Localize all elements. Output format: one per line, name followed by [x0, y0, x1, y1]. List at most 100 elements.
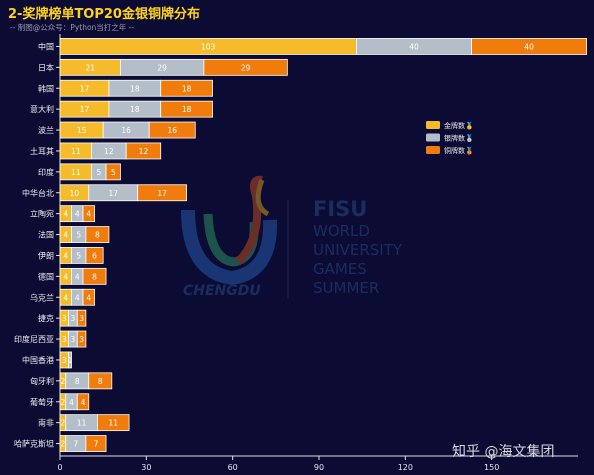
y-tick-label: 匈牙利	[30, 376, 54, 386]
y-tick-label: 印度尼西亚	[14, 334, 54, 344]
bar-value-label: 21	[85, 63, 95, 72]
bar-value-label: 8	[98, 377, 103, 386]
bar-segment	[76, 309, 87, 327]
bar-value-label: 17	[157, 189, 167, 198]
bar-value-label: 15	[77, 126, 87, 135]
bar-value-label: 29	[157, 63, 167, 72]
bar-segment	[85, 226, 110, 243]
bar-value-label: 17	[80, 84, 90, 93]
bar-value-label: 18	[130, 84, 140, 93]
watermark-fisu: FISU	[313, 197, 367, 221]
chart-subtitle: -- 制图@公众号：Python当打之年 --	[10, 23, 135, 32]
y-tick-label: 中国香港	[22, 355, 54, 365]
bar-segment	[88, 372, 113, 390]
y-tick-label: 立陶宛	[30, 209, 54, 219]
bar-value-label: 3	[71, 335, 76, 344]
bar-value-label: 5	[76, 251, 81, 260]
y-tick-label: 葡萄牙	[30, 397, 54, 407]
bar-value-label: 3	[62, 335, 67, 344]
y-tick-label: 法国	[38, 230, 54, 240]
bar-segment	[76, 393, 90, 411]
watermark-line-0: WORLD	[313, 222, 370, 240]
bar-segment	[125, 142, 162, 160]
bar-value-label: 18	[130, 105, 140, 114]
x-tick-label: 120	[398, 463, 413, 472]
bar-value-label: 2	[60, 419, 65, 428]
y-tick-label: 韩国	[38, 83, 54, 93]
bar-segment	[82, 205, 95, 223]
legend-label[interactable]: 铜牌数🥉	[444, 146, 474, 155]
bar-value-label: 40	[524, 42, 534, 51]
bar-value-label: 11	[71, 147, 81, 156]
bar-segment	[85, 435, 107, 452]
bar-value-label: 40	[409, 42, 419, 51]
bar-value-label: 4	[63, 272, 68, 281]
bar-segment	[85, 247, 104, 264]
legend-label[interactable]: 银牌数🥈	[444, 134, 474, 143]
bar-value-label: 4	[69, 398, 74, 407]
bar-value-label: 29	[241, 63, 251, 72]
bar-value-label: 4	[86, 210, 91, 219]
bar-value-label: 6	[92, 251, 97, 260]
universiade-watermark: CHENGDU FISU WORLD UNIVERSITY GAMES SUMM…	[181, 175, 403, 299]
bar-value-label: 5	[76, 231, 81, 240]
y-tick-label: 中国	[38, 41, 54, 51]
bar-segment	[160, 79, 213, 97]
y-tick-label: 中华台北	[22, 188, 54, 198]
bar-value-label: 1	[68, 356, 73, 365]
bar-value-label: 3	[79, 314, 84, 323]
bar-value-label: 2	[60, 398, 65, 407]
bar-value-label: 4	[75, 293, 80, 302]
bar-value-label: 4	[75, 272, 80, 281]
bar-value-label: 8	[75, 377, 80, 386]
y-tick-label: 波兰	[38, 125, 54, 135]
bar-value-label: 5	[111, 168, 116, 177]
bar-segment	[82, 288, 95, 306]
y-tick-label: 捷克	[38, 313, 54, 323]
x-tick-label: 150	[484, 463, 499, 472]
bar-value-label: 4	[63, 251, 68, 260]
y-tick-label: 意大利	[30, 104, 54, 114]
bar-segment	[68, 351, 72, 369]
y-tick-label: 哈萨克斯坦	[14, 439, 54, 449]
chart-title: 2-奖牌榜单TOP20金银铜牌分布	[8, 7, 200, 22]
watermark-line-1: UNIVERSITY	[313, 241, 403, 259]
bar-value-label: 10	[70, 189, 80, 198]
bar-value-label: 17	[80, 105, 90, 114]
bar-value-label: 2	[60, 440, 65, 449]
y-tick-label: 印度	[38, 167, 54, 177]
bar-value-label: 4	[81, 398, 86, 407]
bar-value-label: 17	[108, 189, 118, 198]
legend-swatch[interactable]	[426, 146, 440, 154]
bar-segment	[160, 100, 213, 118]
bar-segment	[105, 163, 121, 181]
bar-segment	[148, 121, 196, 139]
x-tick-label: 60	[228, 463, 238, 472]
watermark-city: CHENGDU	[183, 283, 261, 299]
bar-value-label: 8	[95, 231, 100, 240]
bar-value-label: 3	[71, 314, 76, 323]
y-tick-label: 日本	[38, 62, 54, 72]
bar-value-label: 11	[71, 168, 81, 177]
watermark-line-2: GAMES	[313, 260, 367, 278]
bar-value-label: 11	[108, 419, 118, 428]
legend-label[interactable]: 金牌数🥇	[444, 121, 474, 130]
chengdu-logo	[181, 175, 278, 286]
legend-swatch[interactable]	[426, 133, 440, 142]
axes: 0 30 60 90 120 150 中国日本韩国意大利波兰土耳其印度中华台北立陶宛法国伊朗…	[14, 34, 578, 472]
bar-segment	[97, 414, 130, 432]
bar-segment	[82, 267, 107, 285]
bar-value-label: 4	[75, 210, 80, 219]
legend-swatch[interactable]	[426, 121, 440, 129]
y-tick-label: 伊朗	[38, 250, 54, 260]
bar-value-label: 18	[182, 105, 192, 114]
bar-value-label: 4	[63, 210, 68, 219]
bar-segment	[76, 330, 87, 348]
y-tick-label: 土耳其	[30, 146, 54, 156]
y-tick-label: 德国	[38, 271, 54, 281]
legend[interactable]: 金牌数🥇 银牌数🥈 铜牌数🥉	[426, 121, 474, 155]
bar-value-label: 7	[94, 440, 99, 449]
bar-value-label: 3	[62, 356, 67, 365]
bar-value-label: 12	[139, 147, 149, 156]
